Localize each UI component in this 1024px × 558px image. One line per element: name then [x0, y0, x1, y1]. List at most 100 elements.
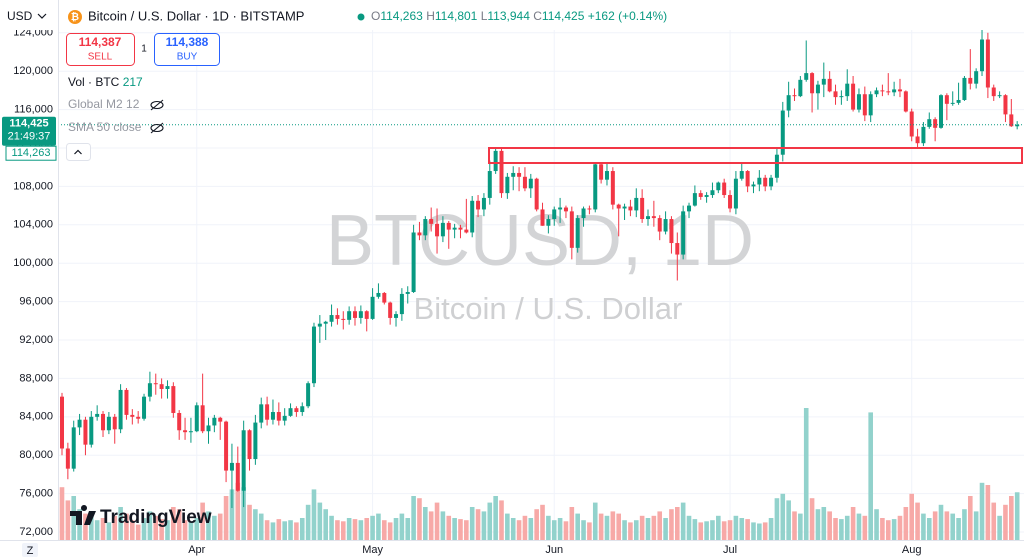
open-tag: 114,263	[12, 147, 51, 159]
candle-body	[558, 207, 563, 210]
candle-body	[921, 126, 926, 144]
candle-body	[153, 383, 158, 385]
candle-body	[300, 406, 305, 413]
currency[interactable]: USD	[7, 9, 33, 23]
volume-bar	[481, 511, 487, 540]
volume-bar	[944, 511, 950, 540]
volume-bar	[885, 520, 891, 540]
volume-bar	[768, 518, 774, 540]
volume-bar	[270, 522, 276, 540]
candle-body	[769, 177, 774, 187]
sell-price[interactable]: 114,387	[79, 35, 122, 49]
candle-body	[710, 190, 715, 196]
buy-label[interactable]: BUY	[177, 52, 198, 63]
candle-body	[83, 419, 88, 445]
candle-body	[183, 430, 188, 433]
ohlc-key: C	[533, 9, 542, 23]
candle-body	[329, 315, 334, 322]
logo-icon	[70, 505, 96, 525]
candle-body	[622, 206, 627, 209]
volume-name[interactable]: Vol · BTC	[68, 75, 120, 89]
volume-bar	[194, 518, 200, 540]
candle-body	[423, 219, 428, 236]
ohlc-value: 114,263	[380, 9, 423, 23]
volume-bar	[569, 507, 575, 540]
volume-indicator[interactable]: Vol · BTC 217	[68, 75, 143, 89]
z-button-label[interactable]: Z	[27, 545, 34, 557]
sma-indicator[interactable]: SMA 50 close	[68, 120, 142, 134]
volume-bar	[891, 519, 897, 540]
candle-body	[142, 396, 147, 419]
candle-body	[909, 111, 914, 137]
candle-body	[985, 39, 990, 88]
candle-body	[528, 178, 533, 189]
candle-body	[604, 171, 609, 180]
candle-body	[610, 171, 615, 205]
candle-body	[282, 415, 287, 421]
candle-body	[388, 302, 393, 318]
collapse-chevron[interactable]	[74, 149, 82, 155]
candle-body	[1003, 95, 1008, 115]
candle-body	[188, 431, 193, 433]
volume-bar	[299, 518, 305, 540]
m2-indicator[interactable]: Global M2 12	[68, 97, 140, 111]
volume-bar	[182, 520, 188, 540]
volume-bar	[868, 412, 873, 540]
volume-bar	[130, 520, 135, 540]
candle-body	[856, 94, 861, 110]
volume-bar	[598, 513, 604, 540]
candle-body	[505, 176, 510, 194]
volume-bar	[516, 520, 522, 540]
volume-bar	[434, 502, 440, 540]
volume-bar	[827, 511, 832, 540]
top-bar	[0, 0, 1024, 30]
buy-price[interactable]: 114,388	[166, 35, 209, 49]
volume-bar	[294, 522, 299, 540]
y-tick-label: 120,000	[13, 65, 53, 77]
volume-bar	[551, 520, 557, 540]
sell-button[interactable]	[66, 33, 135, 66]
volume-bar	[382, 520, 387, 540]
candle-body	[927, 119, 932, 127]
volume-bar	[1003, 504, 1008, 540]
volume-bar	[686, 515, 692, 540]
volume-bar	[575, 513, 580, 540]
volume-bar	[633, 520, 639, 540]
volume-bar	[639, 515, 645, 540]
candle-body	[481, 197, 486, 210]
y-tick-label: 84,000	[19, 411, 53, 423]
volume-bar	[352, 519, 358, 540]
collapse-button[interactable]	[66, 143, 91, 161]
volume-bar	[83, 513, 88, 540]
candle-body	[71, 427, 76, 469]
hidden-icon[interactable]	[150, 99, 164, 111]
candle-body	[394, 314, 399, 318]
y-tick-label: 108,000	[13, 180, 53, 192]
volume-bar	[141, 518, 147, 540]
volume-bar	[212, 515, 217, 540]
volume	[59, 408, 1020, 540]
volume-bar	[493, 496, 498, 540]
candle-body	[306, 383, 311, 407]
volume-bar	[616, 513, 621, 540]
market-status	[357, 13, 365, 21]
buy-button[interactable]	[154, 33, 220, 66]
volume-bar	[798, 513, 803, 540]
candle-body	[915, 136, 920, 144]
candle-body	[669, 219, 674, 244]
z-button[interactable]	[22, 543, 38, 557]
volume-bar	[557, 518, 563, 540]
candle-body	[177, 412, 182, 431]
candle-body	[956, 99, 961, 103]
candle-body	[821, 78, 826, 85]
volume-bar	[387, 522, 393, 540]
hidden-icon[interactable]	[150, 122, 164, 134]
sell-label[interactable]: SELL	[88, 52, 113, 63]
candle-body	[1009, 114, 1014, 127]
candle-body	[833, 91, 838, 98]
candle-body	[364, 311, 369, 319]
currency-chevron[interactable]	[37, 13, 47, 19]
candle-body	[347, 311, 352, 320]
candle-body	[200, 405, 205, 432]
